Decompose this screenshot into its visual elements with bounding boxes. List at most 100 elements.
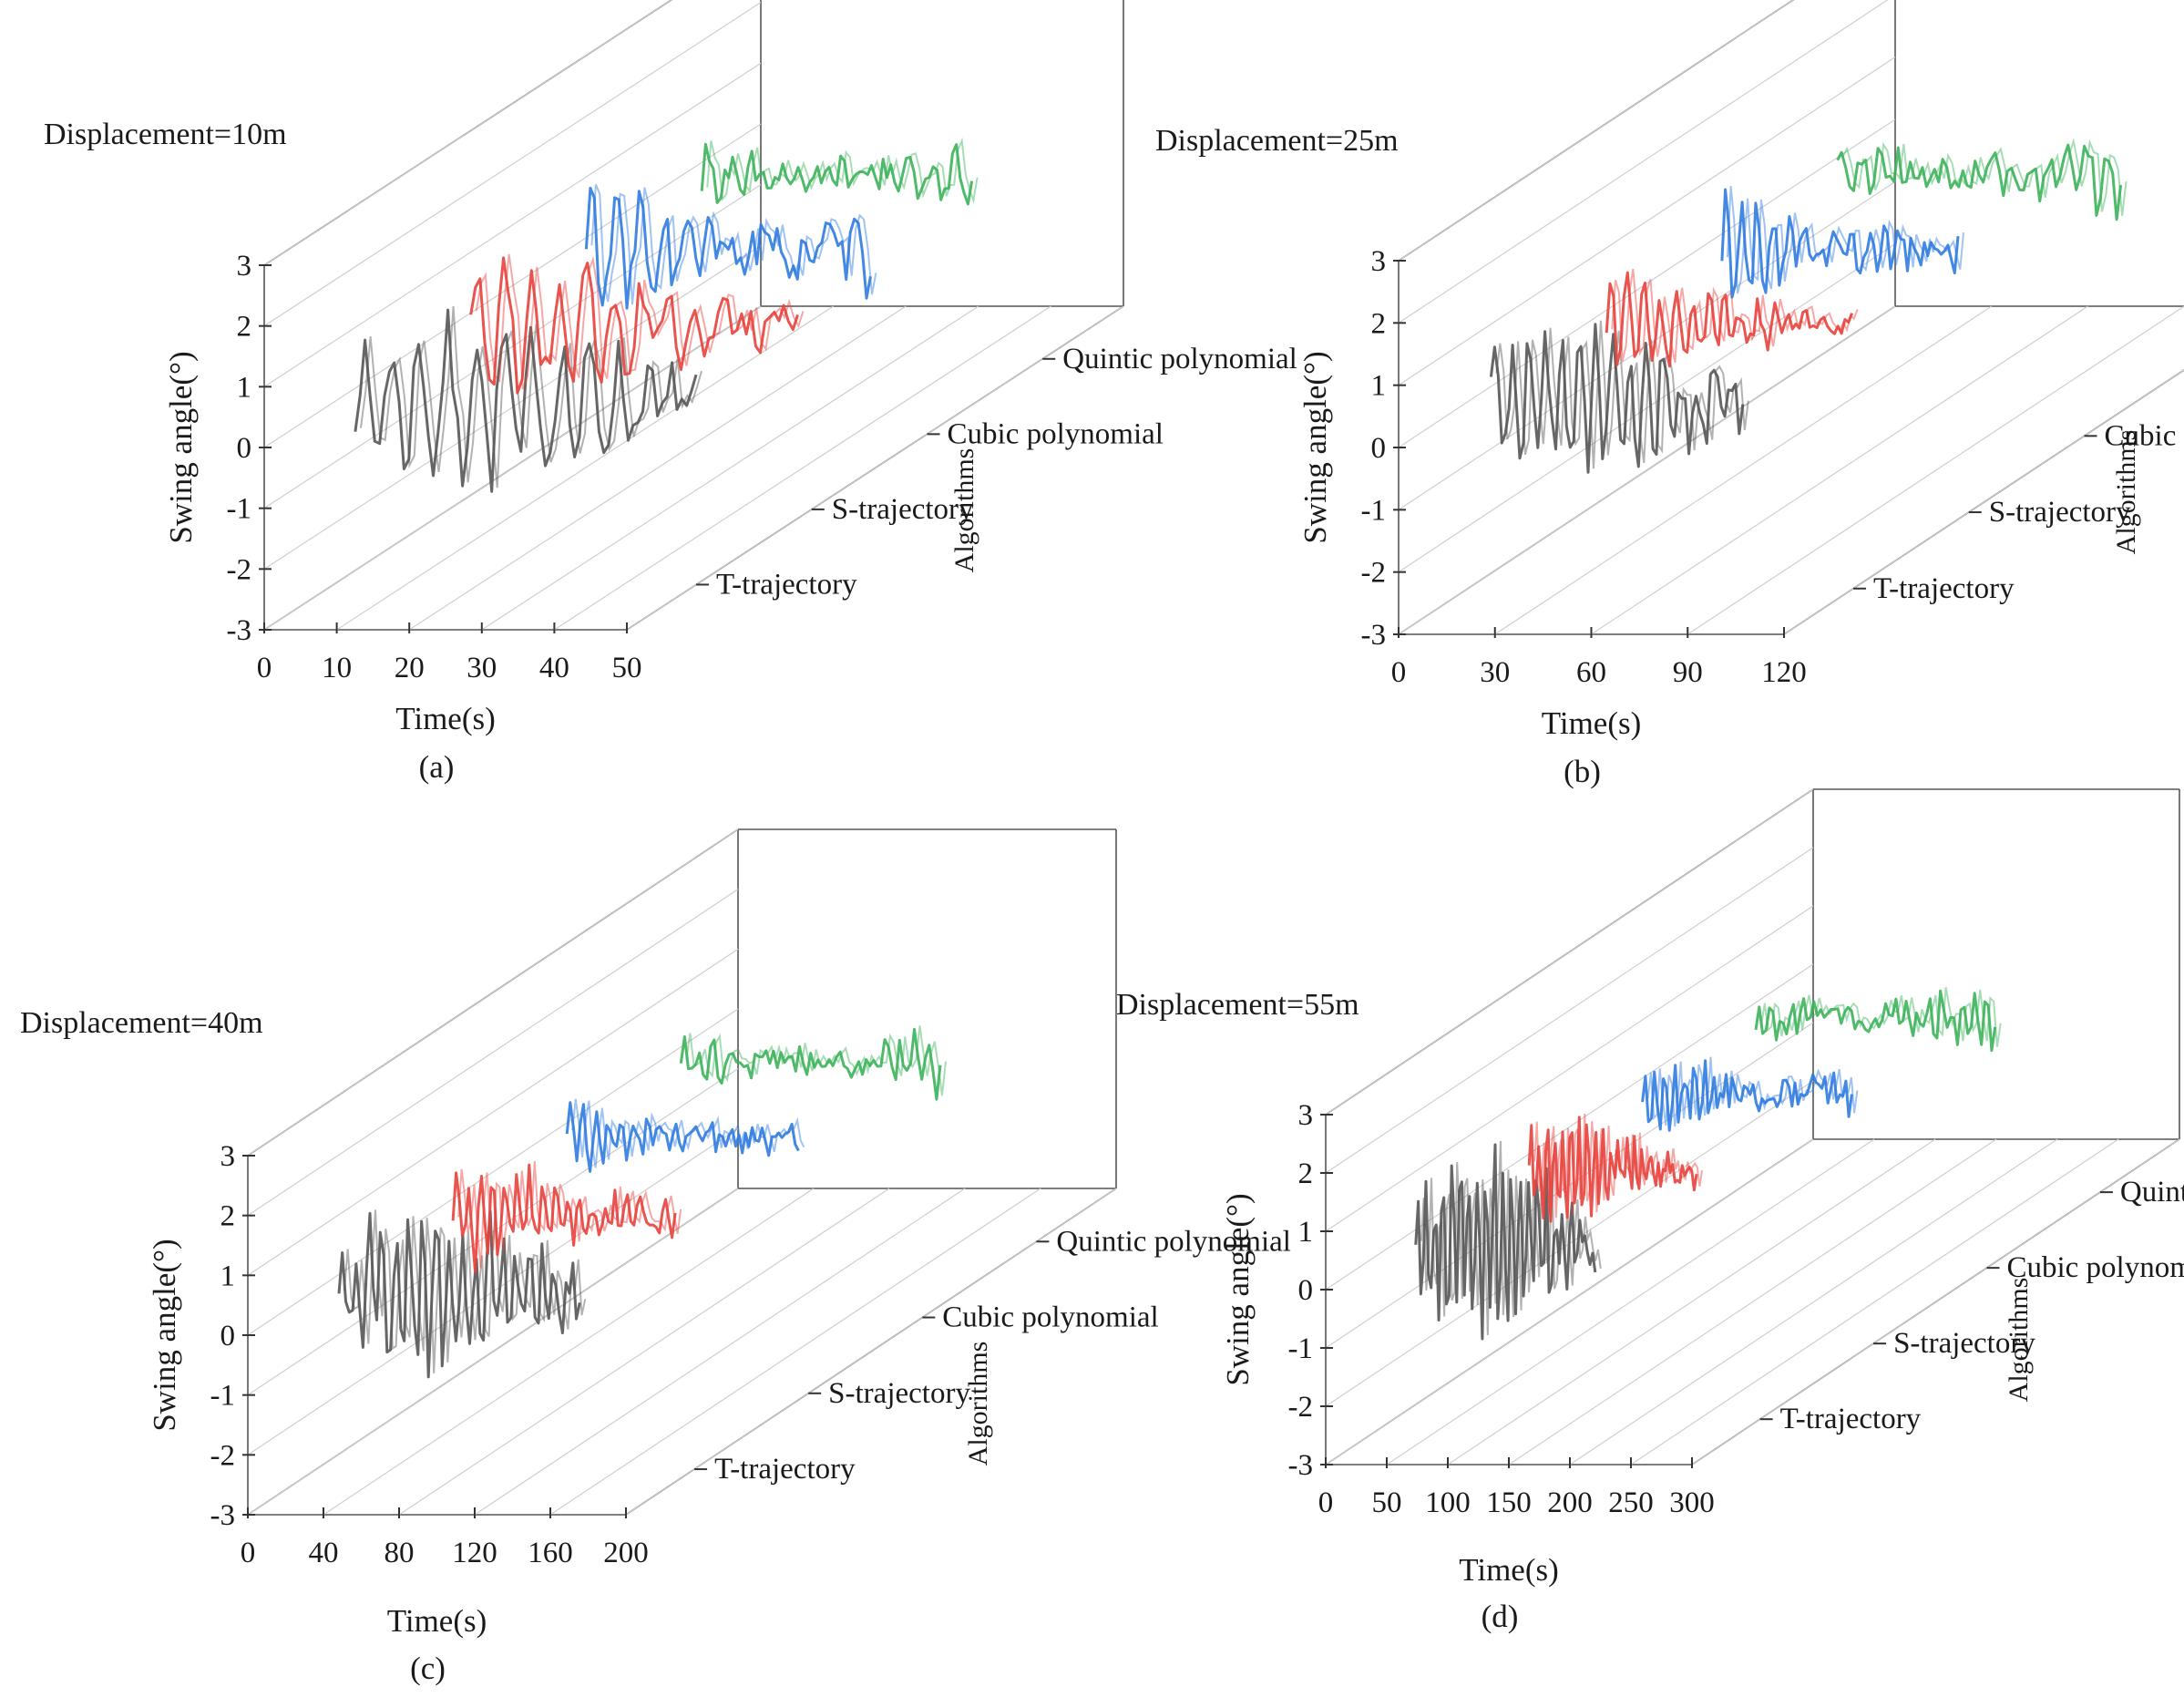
series-shadow-s-trajectory [475,253,805,390]
series-line-quintic-polynomial [679,1027,942,1101]
series-shadow-quintic-polynomial [1841,138,2128,216]
x-tick-label: 0 [1391,656,1407,689]
series-shadow-t-trajectory [1495,320,1749,469]
y-tick-label: 1 [1371,370,1387,403]
y-tick-label: -3 [227,614,252,647]
y-tick-label: -2 [1288,1391,1314,1424]
y-tick-label: -1 [227,493,252,526]
x-tick-label: 30 [1480,656,1510,689]
x-tick-label: 150 [1486,1486,1532,1519]
series-shadow-s-trajectory [1533,1113,1703,1219]
y-tick-label: 1 [220,1260,236,1292]
wall-grid-line [1325,847,1814,1174]
y-tick-label: 1 [1298,1216,1314,1249]
x-tick-label: 0 [1318,1486,1334,1519]
category-label: S-trajectory [832,493,974,526]
wall-grid-line [263,123,762,448]
category-label: Quintic polynomial [2120,1176,2184,1208]
floor-grid-line [1494,305,1993,635]
category-label: S-trajectory [1989,496,2131,529]
y-tick-label: 2 [237,311,252,344]
wall-grid-line [1398,0,1889,324]
wall-grid-line [1398,0,1795,262]
wall-grid-line [263,0,672,266]
series-shadow-t-trajectory [359,306,702,489]
floor-grid-line [1630,1138,2119,1466]
y-tick-label: -2 [227,553,252,586]
floor-grid-line [1569,1138,2058,1466]
series-line-t-trajectory [337,1209,581,1379]
wall-grid-line [247,828,739,1157]
category-label: T-trajectory [1873,572,2015,605]
floor-grid-line [408,305,907,631]
x-tick-label: 120 [452,1537,497,1569]
category-label: S-trajectory [828,1377,970,1410]
y-tick-label: 1 [237,371,252,404]
wall-grid-line [263,184,762,509]
x-tick-label: 50 [612,652,642,684]
floor-grid-line [1691,1138,2180,1466]
series-line-quintic-polynomial [700,142,974,206]
wall-grid-line [1398,57,1896,386]
floor-grid-line [1783,369,2184,635]
category-label: Quintic polynomial [1062,343,1297,375]
floor-grid-line [474,1188,966,1516]
series-shadow-t-trajectory [1420,1140,1602,1336]
depth-axis-title: Algorithms [2111,430,2141,555]
series-shadow-cubic-polynomial [590,184,877,305]
x-tick-label: 120 [1761,656,1807,689]
x-axis-title: Time(s) [1542,705,1642,741]
y-axis-title: Swing angle(°) [1220,1193,1256,1385]
wall-grid-line [1325,788,1814,1116]
y-tick-label: -3 [210,1499,236,1532]
series-shadow-quintic-polynomial [685,1025,947,1096]
wall-grid-line [1398,118,1896,448]
wall-grid-line [1398,243,1896,573]
series-line-quintic-polynomial [1754,989,1997,1053]
category-label: T-trajectory [716,568,857,601]
x-tick-label: 0 [257,652,272,684]
x-tick-label: 10 [322,652,352,684]
series-shadow-quintic-polynomial [1760,987,2002,1047]
x-tick-label: 30 [467,652,497,684]
wall-grid-line [263,62,762,387]
y-axis-title: Swing angle(°) [147,1239,182,1431]
y-tick-label: 3 [220,1140,236,1173]
wall-grid-line [247,1068,739,1396]
y-tick-label: -3 [1288,1449,1314,1482]
category-label: Cubic polynomial [2006,1251,2184,1284]
series-line-s-trajectory [451,1163,677,1273]
series-line-t-trajectory [1489,323,1745,474]
y-tick-label: 3 [1371,245,1387,278]
series-line-s-trajectory [469,256,799,395]
y-tick-label: -2 [210,1439,236,1472]
y-tick-label: 0 [1298,1274,1314,1307]
x-tick-label: 20 [395,652,425,684]
wall-grid-line [247,948,739,1276]
category-label: T-trajectory [1780,1403,1922,1435]
series-shadow-cubic-polynomial [1646,1056,1859,1127]
x-axis-title: Time(s) [395,701,496,736]
y-tick-label: 0 [220,1320,236,1352]
x-tick-label: 40 [539,652,569,684]
y-tick-label: 2 [1371,307,1387,340]
x-tick-label: 50 [1372,1486,1402,1519]
panel-label: (d) [1482,1599,1519,1634]
floor-grid-line [554,305,1051,631]
wall-grid-line [247,1188,739,1516]
y-axis-title: Swing angle(°) [163,351,199,543]
floor-grid-line [323,1188,815,1516]
wall-grid-line [1398,305,1896,635]
series-shadow-s-trajectory [1611,268,1859,363]
x-tick-label: 300 [1669,1486,1715,1519]
x-tick-label: 60 [1576,656,1606,689]
series-shadow-cubic-polynomial [571,1098,805,1168]
x-tick-label: 250 [1608,1486,1654,1519]
series-line-s-trajectory [1527,1116,1698,1223]
y-tick-label: -3 [1361,619,1387,652]
y-tick-label: 2 [220,1200,236,1233]
y-tick-label: -1 [1288,1332,1314,1365]
depth-axis-title: Algorithms [949,448,979,573]
